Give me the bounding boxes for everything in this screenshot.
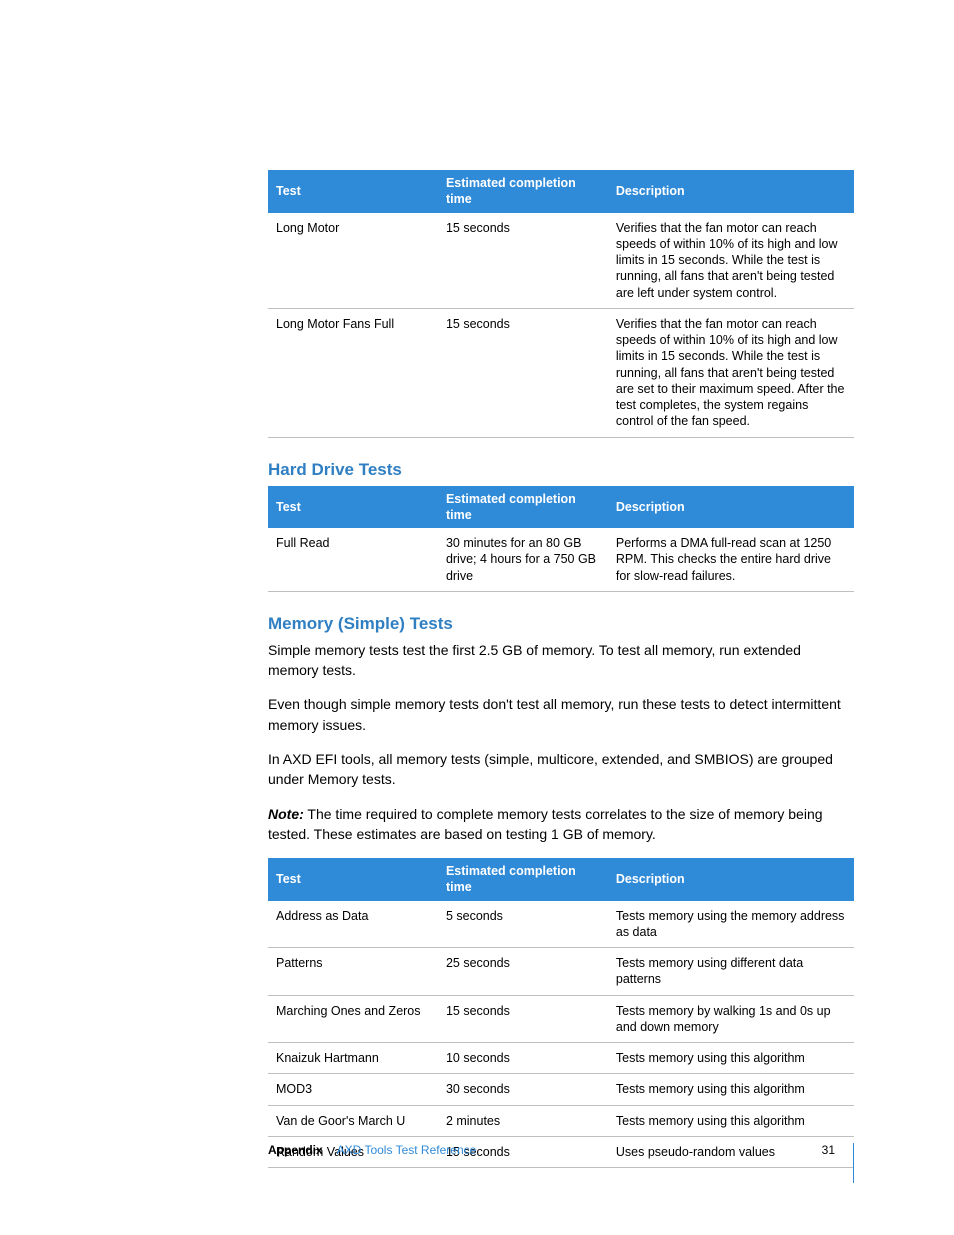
footer-section-title: AXD Tools Test Reference (337, 1143, 477, 1157)
cell-desc: Tests memory using this algorithm (608, 1043, 854, 1074)
cell-test: Long Motor Fans Full (268, 308, 438, 437)
cell-desc: Tests memory using this algorithm (608, 1105, 854, 1136)
memory-tests-table: Test Estimated completion time Descripti… (268, 858, 854, 1168)
table-row: Van de Goor's March U 2 minutes Tests me… (268, 1105, 854, 1136)
table-row: Long Motor 15 seconds Verifies that the … (268, 213, 854, 309)
table-row: MOD3 30 seconds Tests memory using this … (268, 1074, 854, 1105)
note-paragraph: Note: The time required to complete memo… (268, 804, 854, 845)
col-header-test: Test (268, 170, 438, 213)
table-row: Marching Ones and Zeros 15 seconds Tests… (268, 995, 854, 1043)
cell-desc: Verifies that the fan motor can reach sp… (608, 213, 854, 309)
table-row: Full Read 30 minutes for an 80 GB drive;… (268, 528, 854, 591)
col-header-test: Test (268, 858, 438, 901)
cell-time: 25 seconds (438, 948, 608, 996)
cell-time: 30 seconds (438, 1074, 608, 1105)
col-header-desc: Description (608, 170, 854, 213)
paragraph: Simple memory tests test the first 2.5 G… (268, 640, 854, 681)
table-row: Long Motor Fans Full 15 seconds Verifies… (268, 308, 854, 437)
cell-test: Patterns (268, 948, 438, 996)
cell-time: 5 seconds (438, 901, 608, 948)
fan-tests-table: Test Estimated completion time Descripti… (268, 170, 854, 438)
cell-desc: Verifies that the fan motor can reach sp… (608, 308, 854, 437)
hard-drive-tests-table: Test Estimated completion time Descripti… (268, 486, 854, 592)
cell-time: 2 minutes (438, 1105, 608, 1136)
col-header-desc: Description (608, 858, 854, 901)
page-footer: Appendix AXD Tools Test Reference 31 (268, 1143, 854, 1183)
cell-time: 10 seconds (438, 1043, 608, 1074)
note-body: The time required to complete memory tes… (268, 806, 823, 842)
cell-time: 30 minutes for an 80 GB drive; 4 hours f… (438, 528, 608, 591)
cell-time: 15 seconds (438, 213, 608, 309)
col-header-time: Estimated completion time (438, 486, 608, 529)
cell-desc: Tests memory by walking 1s and 0s up and… (608, 995, 854, 1043)
cell-test: Marching Ones and Zeros (268, 995, 438, 1043)
cell-test: Long Motor (268, 213, 438, 309)
paragraph: In AXD EFI tools, all memory tests (simp… (268, 749, 854, 790)
table-row: Knaizuk Hartmann 10 seconds Tests memory… (268, 1043, 854, 1074)
heading-hard-drive: Hard Drive Tests (268, 460, 854, 480)
page-number: 31 (822, 1143, 835, 1157)
paragraph: Even though simple memory tests don't te… (268, 694, 854, 735)
col-header-desc: Description (608, 486, 854, 529)
col-header-time: Estimated completion time (438, 858, 608, 901)
cell-test: Full Read (268, 528, 438, 591)
note-label: Note: (268, 806, 304, 822)
cell-time: 15 seconds (438, 995, 608, 1043)
heading-memory-simple: Memory (Simple) Tests (268, 614, 854, 634)
col-header-time: Estimated completion time (438, 170, 608, 213)
cell-desc: Tests memory using the memory address as… (608, 901, 854, 948)
table-row: Address as Data 5 seconds Tests memory u… (268, 901, 854, 948)
cell-test: Address as Data (268, 901, 438, 948)
cell-time: 15 seconds (438, 308, 608, 437)
col-header-test: Test (268, 486, 438, 529)
footer-appendix-label: Appendix (268, 1143, 323, 1157)
cell-desc: Performs a DMA full-read scan at 1250 RP… (608, 528, 854, 591)
cell-desc: Tests memory using this algorithm (608, 1074, 854, 1105)
cell-test: MOD3 (268, 1074, 438, 1105)
cell-desc: Tests memory using different data patter… (608, 948, 854, 996)
cell-test: Van de Goor's March U (268, 1105, 438, 1136)
cell-test: Knaizuk Hartmann (268, 1043, 438, 1074)
table-row: Patterns 25 seconds Tests memory using d… (268, 948, 854, 996)
